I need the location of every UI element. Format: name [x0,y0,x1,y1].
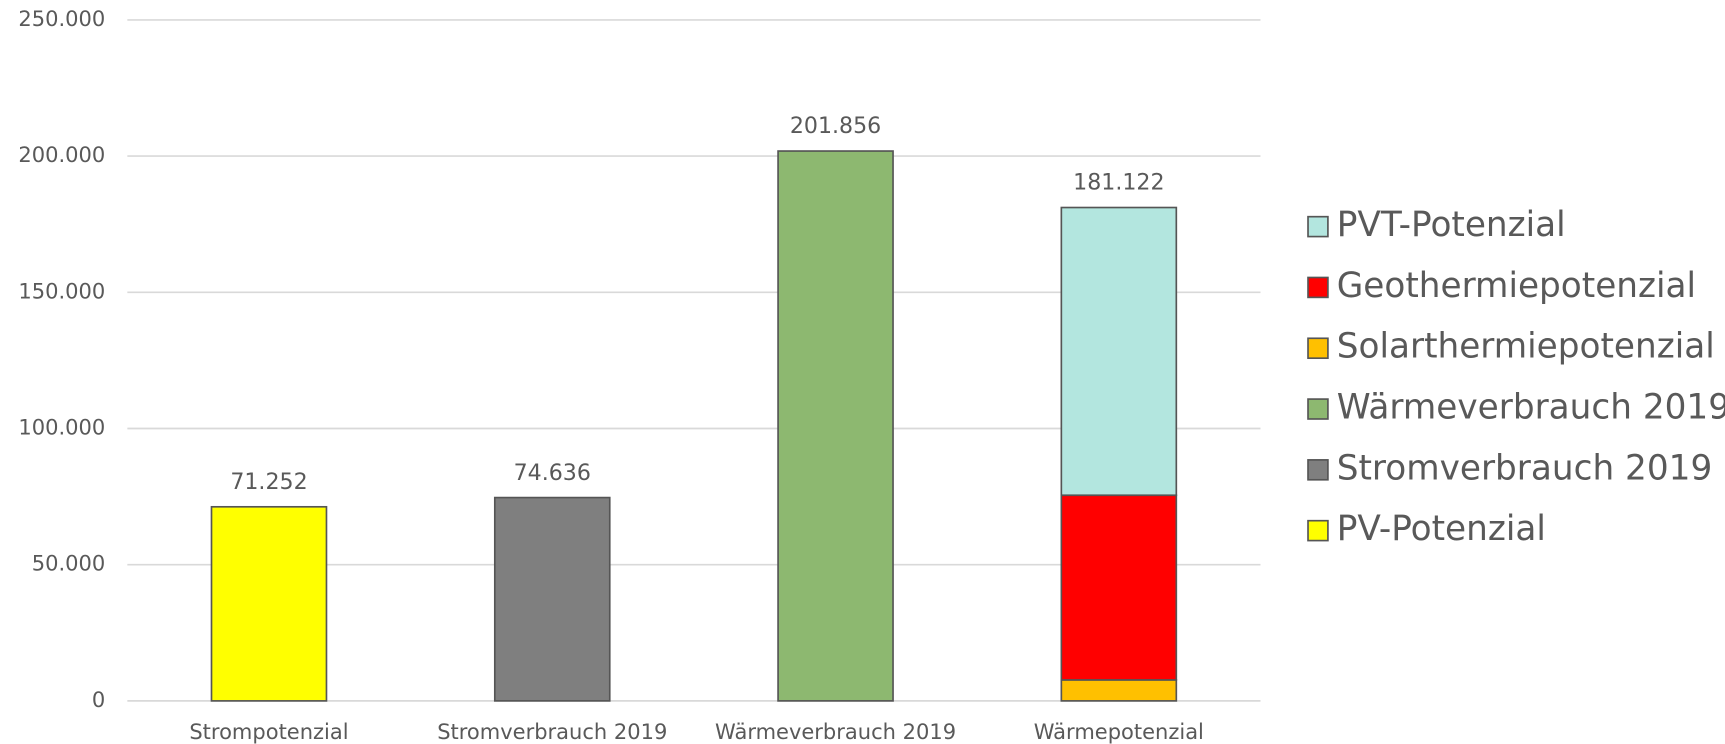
x-tick-label: Wärmepotenzial [1034,720,1204,744]
legend-label: PVT-Potenzial [1337,205,1566,245]
legend-label: Solarthermiepotenzial [1337,327,1715,367]
legend-swatch [1307,276,1329,299]
x-tick-label: Wärmeverbrauch 2019 [715,720,956,744]
legend-label: Wärmeverbrauch 2019 [1337,388,1725,428]
bar-segment [1060,679,1178,702]
legend-label: Stromverbrauch 2019 [1337,448,1713,488]
total-label: 181.122 [1073,170,1164,196]
bar-segment [210,505,328,702]
bar-segment [1060,206,1178,497]
total-label: 201.856 [790,113,881,139]
bar-segment [1060,494,1178,681]
y-tick-label: 200.000 [18,143,105,167]
bar-segment [777,150,894,702]
legend-swatch [1307,519,1329,542]
total-label: 74.636 [514,460,591,486]
y-tick-label: 250.000 [18,7,105,31]
x-tick-label: Strompotenzial [189,720,348,744]
legend-label: PV-Potenzial [1337,509,1546,549]
y-tick-label: 50.000 [32,552,105,576]
y-tick-label: 150.000 [18,279,105,303]
total-label: 71.252 [230,469,307,495]
x-tick-label: Stromverbrauch 2019 [437,720,667,744]
legend-swatch [1307,337,1329,360]
y-tick-label: 0 [92,688,105,712]
legend-swatch [1307,215,1329,238]
y-tick-label: 100.000 [18,415,105,439]
legend-swatch [1307,398,1329,420]
legend-label: Geothermiepotenzial [1337,266,1696,306]
legend-swatch [1307,459,1329,481]
bar-segment [493,496,611,702]
